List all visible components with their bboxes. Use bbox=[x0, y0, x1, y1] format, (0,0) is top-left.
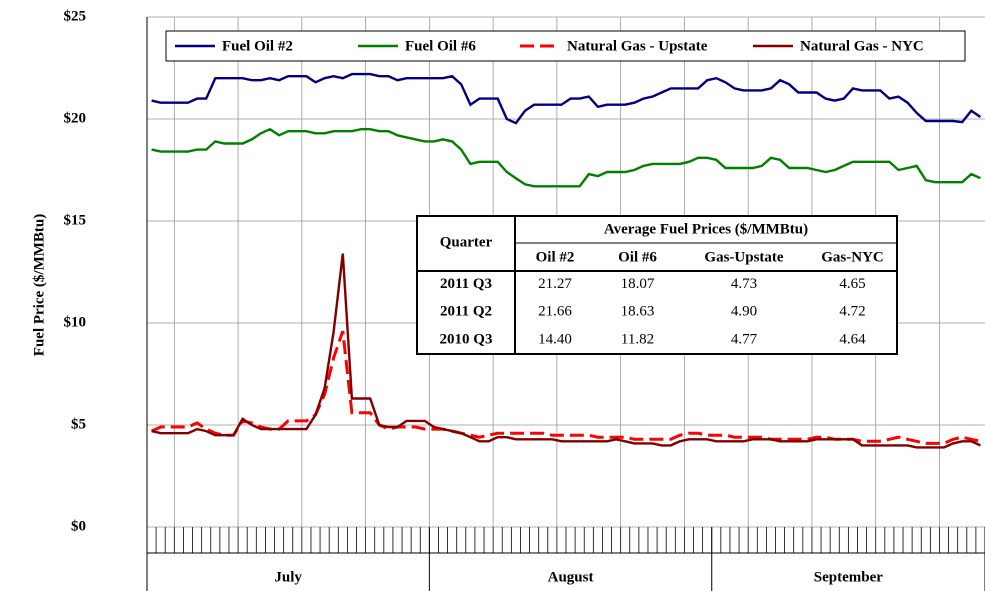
table-cell: 11.82 bbox=[621, 331, 654, 347]
table-cell: 18.07 bbox=[621, 276, 655, 292]
legend-label: Fuel Oil #6 bbox=[405, 38, 476, 54]
legend-box bbox=[165, 30, 966, 62]
table-row-label: 2010 Q3 bbox=[440, 331, 493, 347]
y-tick-label: $20 bbox=[64, 110, 87, 126]
y-tick-label: $15 bbox=[64, 212, 87, 228]
month-label: July bbox=[274, 569, 302, 585]
table-row-label: 2011 Q3 bbox=[440, 276, 492, 292]
y-tick-label: $10 bbox=[64, 314, 87, 330]
y-tick-label: $0 bbox=[71, 518, 86, 534]
table-column-header: Oil #6 bbox=[618, 249, 657, 265]
table-cell: 4.65 bbox=[839, 276, 865, 292]
table-cell: 4.73 bbox=[731, 276, 757, 292]
table-cell: 4.72 bbox=[839, 303, 865, 319]
month-label: August bbox=[548, 569, 594, 585]
table-cell: 4.64 bbox=[839, 331, 866, 347]
table-column-header: Gas-Upstate bbox=[704, 249, 784, 265]
y-tick-label: $25 bbox=[64, 8, 87, 24]
series-line bbox=[151, 72, 982, 125]
series-line bbox=[151, 127, 981, 188]
table-cell: 21.66 bbox=[538, 303, 572, 319]
y-tick-label: $5 bbox=[71, 416, 86, 432]
legend-label: Natural Gas - NYC bbox=[800, 38, 924, 54]
table-corner: Quarter bbox=[440, 234, 493, 250]
table-cell: 4.90 bbox=[731, 303, 757, 319]
y-axis-label: Fuel Price ($/MMBtu) bbox=[31, 214, 47, 356]
table-cell: 18.63 bbox=[621, 303, 655, 319]
table-box bbox=[416, 215, 898, 355]
table-column-header: Oil #2 bbox=[536, 249, 575, 265]
month-label: September bbox=[814, 569, 883, 585]
table-row-label: 2011 Q2 bbox=[440, 303, 492, 319]
table-title: Average Fuel Prices ($/MMBtu) bbox=[604, 221, 808, 237]
table-cell: 4.77 bbox=[731, 331, 758, 347]
table-column-header: Gas-NYC bbox=[821, 249, 884, 265]
series-line bbox=[151, 253, 981, 449]
legend-label: Natural Gas - Upstate bbox=[567, 38, 708, 54]
table-cell: 21.27 bbox=[538, 276, 572, 292]
legend-label: Fuel Oil #2 bbox=[222, 38, 293, 54]
table-cell: 14.40 bbox=[538, 331, 572, 347]
